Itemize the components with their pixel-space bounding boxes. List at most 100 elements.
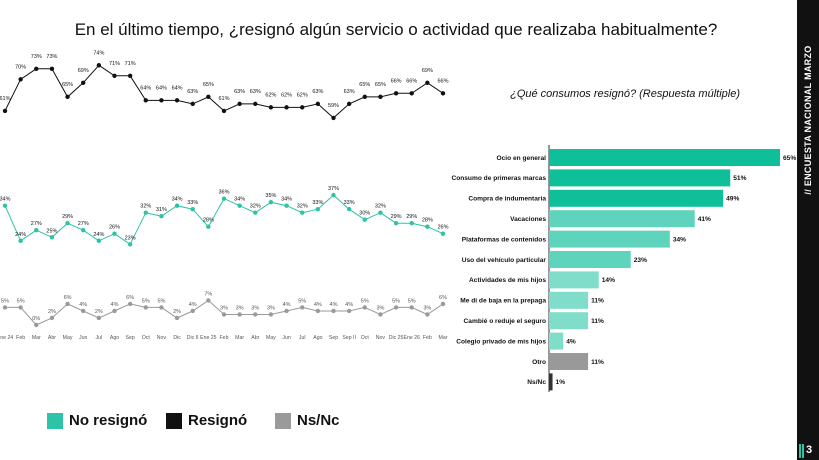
x-tick-label: May bbox=[63, 335, 73, 341]
line-point bbox=[378, 312, 383, 317]
line-point bbox=[300, 105, 305, 110]
x-tick-label: Ene 26 bbox=[403, 335, 420, 341]
line-data-label: 31% bbox=[156, 207, 167, 213]
line-data-label: 34% bbox=[281, 197, 292, 203]
line-point bbox=[190, 101, 195, 107]
line-data-label: 62% bbox=[265, 92, 276, 98]
line-data-label: 23% bbox=[125, 235, 136, 241]
line-point bbox=[190, 206, 195, 212]
line-data-label: 71% bbox=[109, 61, 120, 67]
legend-label-nsnc: Ns/Nc bbox=[297, 412, 340, 429]
line-data-label: 5% bbox=[17, 298, 25, 304]
x-tick-label: Ago bbox=[313, 335, 322, 341]
line-data-label: 69% bbox=[78, 68, 89, 74]
x-tick-label: Dic II bbox=[187, 335, 199, 341]
bar bbox=[549, 189, 724, 207]
line-point bbox=[300, 305, 305, 310]
line-data-label: 26% bbox=[437, 225, 448, 231]
line-point bbox=[237, 101, 242, 107]
line-data-label: 3% bbox=[423, 305, 431, 311]
line-data-label: 6% bbox=[64, 295, 72, 301]
line-data-label: 66% bbox=[391, 78, 402, 84]
line-data-label: 6% bbox=[126, 295, 134, 301]
bar-category-label: Uso del vehículo particular bbox=[462, 257, 547, 264]
line-data-label: 34% bbox=[172, 197, 183, 203]
x-tick-label: Nov bbox=[376, 335, 386, 341]
line-point bbox=[96, 63, 102, 68]
x-tick-label: Jul bbox=[299, 335, 306, 341]
legend-item-no-resigno: No resignó bbox=[47, 412, 147, 429]
bar bbox=[549, 251, 631, 268]
bar bbox=[549, 353, 589, 370]
line-point bbox=[81, 228, 86, 233]
x-tick-label: Sep bbox=[126, 335, 135, 341]
bar bbox=[549, 210, 695, 228]
line-data-label: 2% bbox=[173, 309, 181, 315]
line-point bbox=[315, 308, 321, 314]
line-point bbox=[331, 308, 336, 314]
x-tick-label: Sep II bbox=[342, 335, 356, 341]
line-point bbox=[268, 312, 274, 317]
line-data-label: 69% bbox=[422, 68, 433, 74]
line-data-label: 65% bbox=[62, 82, 73, 88]
x-tick-label: Oct bbox=[361, 335, 370, 341]
line-data-label: 3% bbox=[236, 305, 244, 311]
x-tick-label: Mar bbox=[235, 335, 244, 341]
line-data-label: 33% bbox=[187, 200, 198, 206]
line-point bbox=[362, 94, 367, 100]
line-data-label: 64% bbox=[172, 85, 183, 91]
line-data-label: 28% bbox=[422, 218, 433, 224]
x-tick-label: Nov bbox=[157, 335, 167, 341]
bar-value-label: 51% bbox=[733, 175, 746, 182]
legend-swatch-resigno bbox=[166, 412, 182, 429]
line-data-label: 63% bbox=[344, 89, 355, 95]
line-point bbox=[221, 108, 227, 114]
bar bbox=[549, 271, 599, 289]
legend-label-no-resigno: No resignó bbox=[69, 412, 148, 429]
bar bbox=[549, 291, 589, 309]
bar-value-label: 41% bbox=[698, 216, 711, 223]
line-point bbox=[143, 210, 148, 215]
line-point bbox=[34, 66, 39, 71]
line-point bbox=[18, 305, 23, 310]
sidebar-label: // ENCUESTA NACIONAL MARZO bbox=[797, 0, 819, 460]
line-point bbox=[409, 305, 414, 310]
line-point bbox=[440, 91, 446, 96]
line-point bbox=[268, 105, 274, 110]
line-data-label: 4% bbox=[189, 302, 197, 308]
line-data-label: 66% bbox=[406, 78, 417, 84]
bar-value-label: 49% bbox=[726, 196, 739, 203]
line-point bbox=[49, 235, 55, 240]
line-point bbox=[362, 217, 367, 222]
line-data-label: 59% bbox=[328, 103, 339, 109]
line-data-label: 4% bbox=[330, 302, 338, 308]
line-point bbox=[206, 94, 211, 100]
line-point bbox=[65, 94, 70, 100]
legend-label-resigno: Resignó bbox=[188, 412, 248, 429]
line-data-label: 5% bbox=[392, 298, 400, 304]
line-data-label: 61% bbox=[218, 96, 229, 102]
line-point bbox=[284, 308, 289, 314]
line-data-label: 24% bbox=[93, 232, 104, 238]
line-point bbox=[18, 238, 23, 243]
x-tick-label: Ene 25 bbox=[200, 335, 217, 341]
line-point bbox=[315, 206, 321, 212]
line-data-label: 5% bbox=[1, 298, 9, 304]
x-tick-label: Jun bbox=[282, 335, 290, 341]
line-point bbox=[65, 221, 70, 226]
line-point bbox=[65, 301, 70, 307]
line-data-label: 62% bbox=[281, 92, 292, 98]
bar-category-label: Compra de indumentaria bbox=[468, 196, 546, 203]
line-point bbox=[393, 221, 399, 226]
line-data-label: 3% bbox=[267, 305, 275, 311]
line-point bbox=[393, 91, 399, 96]
bar-category-label: Otro bbox=[532, 359, 546, 366]
line-point bbox=[378, 210, 383, 215]
line-data-label: 36% bbox=[218, 190, 229, 196]
bar-value-label: 14% bbox=[602, 277, 615, 284]
line-data-label: 64% bbox=[156, 85, 167, 91]
bar-category-label: Me di de baja en la prepaga bbox=[460, 298, 546, 305]
line-point bbox=[440, 301, 446, 307]
x-tick-label: Abr bbox=[48, 335, 56, 341]
